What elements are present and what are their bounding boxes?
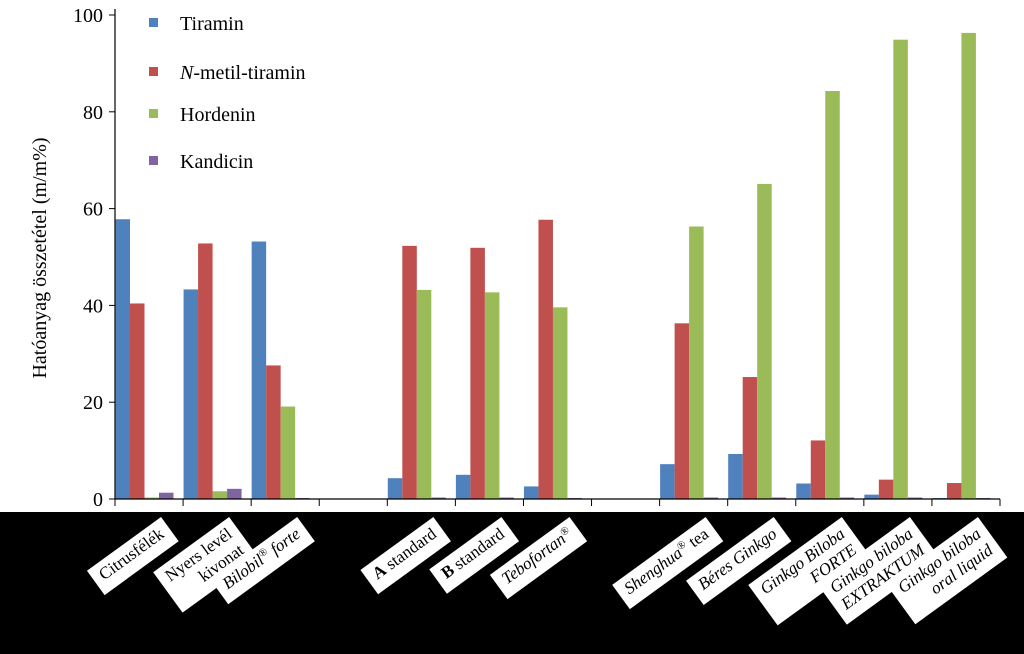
category-label-4: A standard <box>360 517 451 595</box>
text-part: Tiramin <box>180 13 244 35</box>
bar-tiramin-10 <box>796 483 811 499</box>
bar-tiramin-8 <box>660 464 675 499</box>
y-tick-label: 60 <box>83 199 103 221</box>
category-label-box <box>210 517 315 605</box>
text-part: N <box>179 62 195 84</box>
bar-kandicin-8 <box>703 497 719 499</box>
bar-hordenin-9 <box>757 183 772 499</box>
bar-hordenin-4 <box>416 289 432 499</box>
bar-tiramin-2 <box>251 241 267 499</box>
plot-area <box>0 0 1024 512</box>
bar-hordenin-10 <box>825 90 840 499</box>
bar-hordenin-6 <box>552 307 568 499</box>
bar-kandicin-1 <box>227 488 242 499</box>
bar-hordenin-5 <box>484 292 500 499</box>
bar-hordenin-11 <box>893 39 908 500</box>
bar-n-metil-tiramin-12 <box>946 483 962 499</box>
category-label-box <box>429 517 520 594</box>
bar-tiramin-4 <box>387 478 403 499</box>
bar-n-metil-tiramin-8 <box>674 323 690 499</box>
category-label-box <box>686 517 792 605</box>
bar-kandicin-4 <box>431 497 446 499</box>
text-part: -metil-tiramin <box>193 62 305 84</box>
category-label-box <box>612 517 724 610</box>
legend-label-hordenin: Hordenin <box>180 104 256 126</box>
bar-n-metil-tiramin-6 <box>538 219 553 499</box>
bar-hordenin-1 <box>212 491 228 499</box>
bar-n-metil-tiramin-1 <box>198 243 213 499</box>
bar-tiramin-0 <box>115 219 130 500</box>
category-label-box <box>86 517 179 596</box>
legend-label-tiramin: Tiramin <box>180 13 244 35</box>
y-tick-label: 100 <box>73 5 103 27</box>
bar-kandicin-5 <box>499 497 514 499</box>
category-label-box <box>885 517 1008 625</box>
bar-tiramin-5 <box>455 474 471 499</box>
bar-kandicin-9 <box>771 497 787 499</box>
bar-kandicin-0 <box>159 492 174 499</box>
bar-kandicin-11 <box>907 497 923 499</box>
y-tick-label: 80 <box>83 102 103 124</box>
bar-kandicin-10 <box>839 497 855 499</box>
category-label-box <box>360 517 451 595</box>
bar-tiramin-1 <box>183 289 199 499</box>
bar-n-metil-tiramin-9 <box>742 377 758 499</box>
bar-tiramin-11 <box>864 494 879 499</box>
category-label-box <box>153 517 259 613</box>
category-label-box <box>817 517 940 625</box>
category-label-box <box>748 517 872 626</box>
bar-hordenin-8 <box>689 226 704 499</box>
bar-hordenin-2 <box>280 406 296 499</box>
bar-n-metil-tiramin-4 <box>402 245 417 499</box>
bar-tiramin-9 <box>728 453 743 499</box>
bar-hordenin-12 <box>961 32 976 500</box>
legend-label-n-metil-tiramin: N-metil-tiramin <box>179 62 306 84</box>
legend-swatch-tiramin <box>149 18 158 27</box>
category-label-box <box>489 517 588 600</box>
text-part: Kandicin <box>180 151 253 173</box>
legend-label-kandicin: Kandicin <box>180 151 253 173</box>
legend-swatch-kandicin <box>149 156 158 165</box>
bar-hordenin-0 <box>144 497 159 499</box>
bar-tiramin-6 <box>523 486 539 499</box>
bar-n-metil-tiramin-2 <box>266 365 281 499</box>
y-axis-label: Hatóanyag összetétel (m/m%) <box>29 137 51 378</box>
y-tick-label: 20 <box>83 392 103 414</box>
legend-swatch-n-metil-tiramin <box>149 67 158 76</box>
y-tick-label: 40 <box>83 295 103 317</box>
bar-n-metil-tiramin-11 <box>878 479 894 499</box>
text-part: Hordenin <box>180 104 256 126</box>
y-tick-label: 0 <box>93 489 103 511</box>
legend-swatch-hordenin <box>149 109 158 118</box>
bar-n-metil-tiramin-5 <box>470 247 485 499</box>
bar-n-metil-tiramin-0 <box>130 303 145 499</box>
bar-n-metil-tiramin-10 <box>810 440 826 499</box>
